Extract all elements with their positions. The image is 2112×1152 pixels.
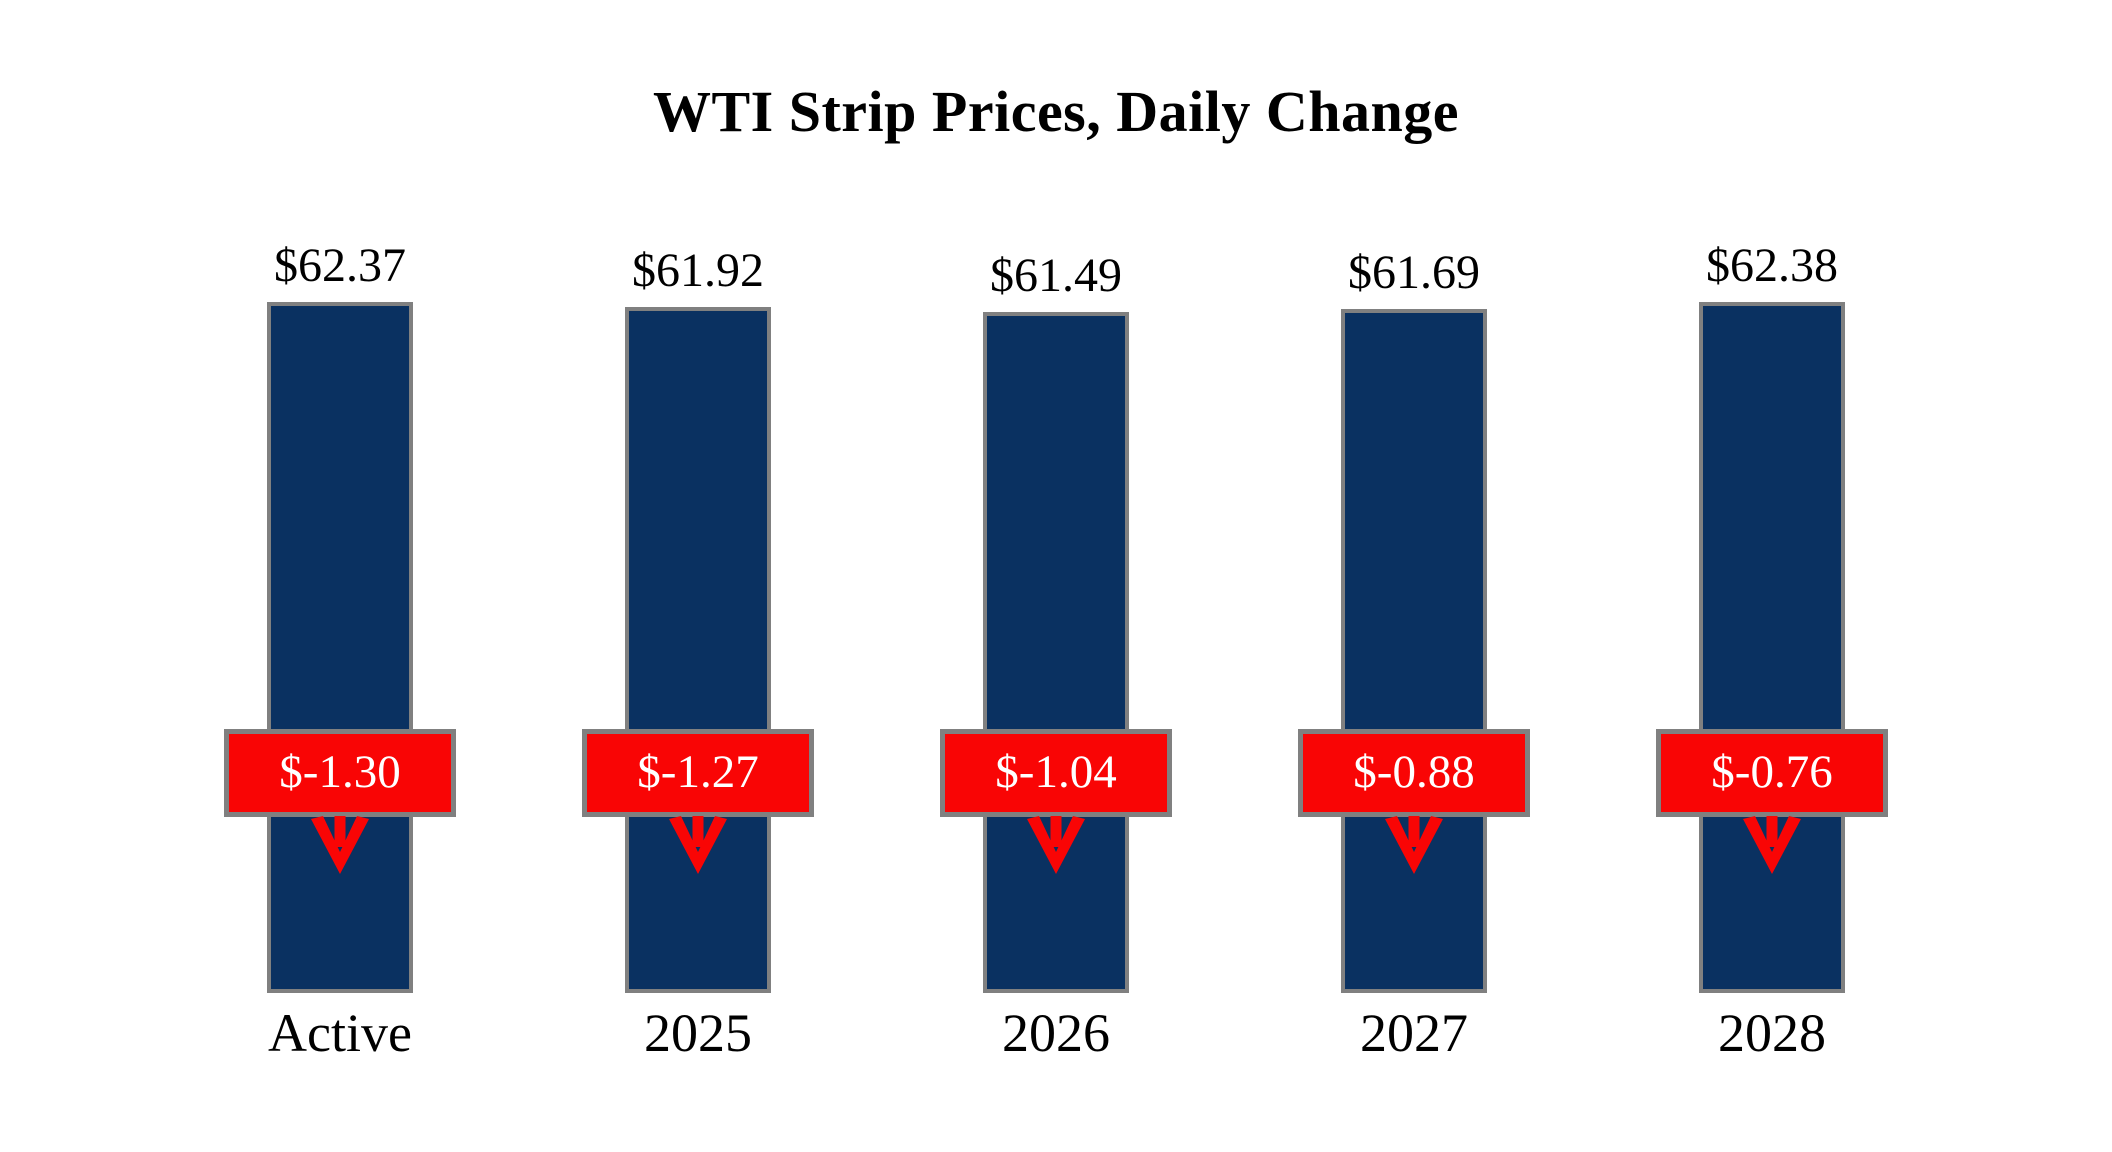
category-label: 2027 xyxy=(1360,1003,1468,1063)
daily-change-badge: $-0.76 xyxy=(1656,729,1888,817)
down-arrow-icon xyxy=(1027,816,1085,874)
category-label: 2025 xyxy=(644,1003,752,1063)
bar xyxy=(625,307,771,993)
bar xyxy=(1341,309,1487,993)
down-arrow-icon xyxy=(1385,816,1443,874)
bar xyxy=(267,302,413,993)
bar-value-label: $62.37 xyxy=(274,239,406,292)
bar-value-label: $61.49 xyxy=(990,249,1122,302)
category-label: 2028 xyxy=(1718,1003,1826,1063)
bar-value-label: $61.92 xyxy=(632,244,764,297)
down-arrow-icon xyxy=(669,816,727,874)
chart-title: WTI Strip Prices, Daily Change xyxy=(652,79,1460,144)
daily-change-badge: $-1.30 xyxy=(224,729,456,817)
bar-value-label: $61.69 xyxy=(1348,246,1480,299)
down-arrow-icon xyxy=(311,816,369,874)
down-arrow-icon xyxy=(1743,816,1801,874)
category-label: Active xyxy=(268,1003,412,1063)
bar-value-label: $62.38 xyxy=(1706,239,1838,292)
daily-change-badge: $-1.27 xyxy=(582,729,814,817)
bar xyxy=(983,312,1129,993)
category-label: 2026 xyxy=(1002,1003,1110,1063)
daily-change-badge: $-0.88 xyxy=(1298,729,1530,817)
bar xyxy=(1699,302,1845,993)
daily-change-badge: $-1.04 xyxy=(940,729,1172,817)
